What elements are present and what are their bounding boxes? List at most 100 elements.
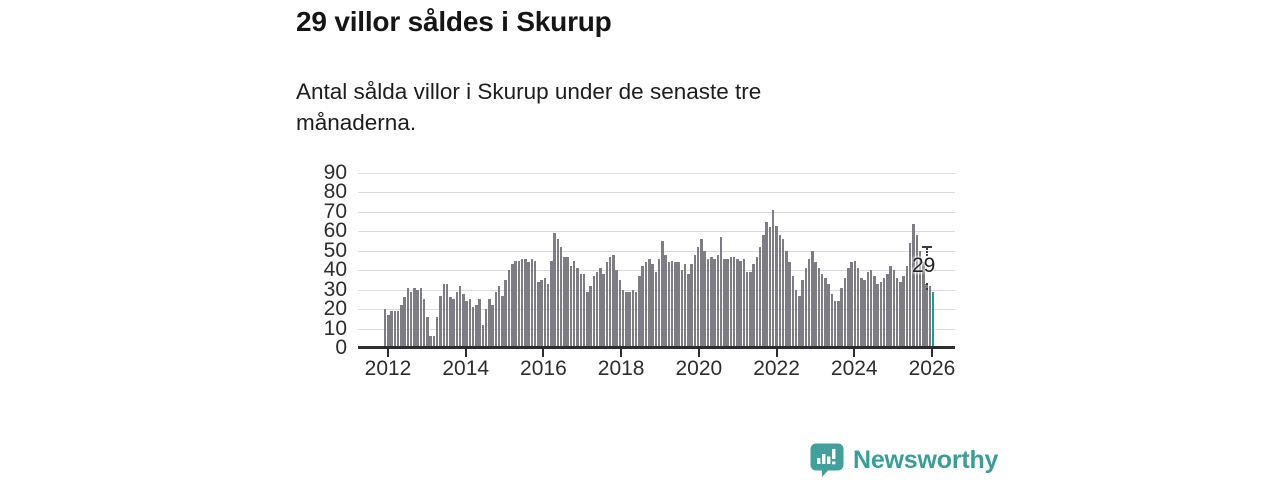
bar (657, 258, 661, 348)
bar (925, 283, 928, 348)
bar (530, 258, 534, 348)
latest-value-marker-line-lower (926, 283, 928, 290)
bar (550, 260, 553, 348)
bar (478, 299, 481, 348)
bar (879, 281, 883, 348)
x-tick-label: 2014 (442, 357, 490, 380)
x-tick-label: 2016 (520, 357, 567, 380)
bar (517, 260, 521, 348)
bar (465, 301, 468, 348)
x-tick-mark (930, 349, 933, 357)
y-tick-label: 40 (323, 258, 347, 282)
bar (462, 293, 465, 348)
bar (922, 262, 925, 348)
x-tick-mark (387, 349, 389, 357)
bar (837, 301, 840, 348)
bar (664, 254, 667, 348)
bar (654, 272, 658, 348)
bar (396, 311, 400, 348)
bar (902, 276, 905, 348)
bar (595, 272, 599, 348)
bar (494, 291, 498, 348)
bar (716, 254, 720, 348)
bar (811, 250, 814, 348)
bar (445, 283, 449, 348)
bar (644, 262, 648, 348)
bar (768, 227, 772, 348)
bar (537, 281, 540, 348)
brand-footer: Newsworthy (810, 443, 998, 477)
bar (856, 268, 860, 348)
newsworthy-logo-icon (810, 443, 844, 477)
bar (416, 289, 419, 348)
bar (383, 309, 387, 348)
bar (807, 258, 811, 348)
bar (918, 250, 922, 348)
bar (406, 287, 410, 348)
bar (481, 324, 485, 348)
bar (403, 297, 406, 348)
bar (458, 285, 462, 348)
bar (677, 262, 680, 348)
bar (602, 274, 605, 348)
bar (801, 279, 804, 348)
y-tick-label: 90 (323, 161, 347, 184)
bar (455, 291, 459, 348)
bar (690, 264, 693, 348)
bar (501, 295, 504, 348)
bar (543, 278, 547, 348)
bar (830, 293, 834, 348)
bar (680, 270, 684, 348)
bar (559, 246, 563, 348)
bar (706, 258, 710, 348)
bar (631, 289, 635, 348)
bar (563, 256, 566, 348)
bar (827, 283, 830, 348)
x-tick-label: 2026 (908, 357, 956, 380)
bar (449, 297, 452, 348)
bar (899, 281, 902, 348)
bar (847, 268, 850, 348)
bar (556, 239, 560, 348)
bar (393, 311, 397, 348)
bar (742, 258, 746, 348)
bar (471, 307, 475, 348)
bar (781, 239, 785, 348)
bar (794, 289, 798, 348)
bar (788, 262, 791, 348)
bar (908, 243, 912, 348)
bar (661, 241, 664, 348)
y-tick-label: 30 (323, 277, 347, 301)
bar (863, 279, 866, 348)
bar (886, 274, 889, 348)
bar (442, 283, 446, 348)
bar (853, 260, 857, 348)
y-tick-label: 80 (323, 180, 347, 204)
y-tick-label: 20 (323, 297, 347, 321)
bar (804, 268, 808, 348)
bar (882, 278, 886, 348)
bar (736, 258, 739, 348)
x-tick-label: 2018 (597, 357, 645, 380)
bar (873, 276, 876, 348)
gridline (358, 211, 955, 213)
x-tick-mark (542, 349, 545, 357)
bar (432, 336, 436, 348)
bar-latest-highlighted (931, 291, 935, 348)
bar (840, 287, 843, 348)
bar (700, 239, 703, 348)
bar (739, 260, 742, 348)
bar (670, 260, 674, 348)
bar (511, 264, 514, 348)
bar (843, 278, 847, 348)
bar (484, 309, 488, 348)
bar (869, 270, 873, 348)
bar (435, 316, 439, 348)
latest-value-marker-line (926, 248, 928, 256)
bar (696, 246, 700, 348)
y-tick-label: 10 (323, 316, 347, 340)
bar (892, 270, 896, 348)
bar (608, 256, 612, 348)
bar (866, 272, 870, 348)
bar (771, 209, 775, 348)
